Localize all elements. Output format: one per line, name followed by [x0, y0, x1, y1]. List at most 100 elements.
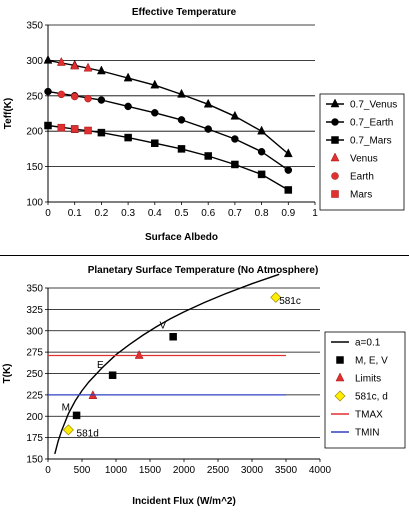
data-point-0-7-earth [257, 147, 266, 156]
legend-swatch-marker [331, 136, 339, 144]
data-point-0-7-mars [97, 128, 106, 137]
legend-label-581c-d: 581c, d [355, 392, 388, 403]
y-tick-label: 100 [26, 198, 43, 209]
data-point-0-7-venus [150, 79, 160, 89]
x-tick-label: 0.9 [281, 208, 295, 219]
data-point-0-7-venus [230, 110, 240, 120]
legend-label-m-e-v: M, E, V [355, 356, 388, 367]
data-point-581c-d [270, 291, 282, 303]
x-tick-label: 0.6 [201, 208, 215, 219]
x-tick-label: 4000 [309, 465, 332, 476]
x-tick-label: 2000 [173, 465, 196, 476]
legend-swatch-marker [334, 390, 346, 402]
y-tick-label: 250 [26, 91, 43, 102]
y-tick-label: 150 [26, 162, 43, 173]
data-point-0-7-mars [124, 133, 132, 142]
data-point-0-7-earth [284, 166, 293, 174]
x-tick-label: 1000 [105, 465, 128, 476]
y-tick-label: 175 [26, 433, 43, 444]
x-tick-label: 0.1 [68, 208, 82, 219]
legend-label-tmin: TMIN [355, 428, 379, 439]
annotation-v: V [160, 321, 167, 332]
data-point-0-7-earth [204, 125, 212, 133]
x-tick-label: 0 [45, 465, 51, 476]
y-tick-label: 300 [26, 326, 43, 337]
x-tick-label: 0.7 [228, 208, 242, 219]
x-tick-label: 0.8 [255, 208, 269, 219]
annotation-m: M [62, 403, 70, 414]
legend-label-venus: Venus [350, 154, 378, 165]
legend-label-0-7-mars: 0.7_Mars [350, 136, 392, 147]
y-axis-label: T(K) [2, 364, 13, 384]
series-0-7-mars [44, 121, 293, 194]
data-point-0-7-mars [284, 186, 293, 194]
legend-swatch-marker [335, 372, 345, 382]
effective-temperature-svg: Effective Temperature 100 150 200 250 300 350 0… [3, 7, 405, 243]
data-point-mars [84, 126, 92, 135]
series-581c-d [62, 291, 282, 436]
data-point-earth [84, 94, 92, 103]
y-tick-label: 250 [26, 369, 43, 380]
annotation-e: E [97, 360, 104, 371]
data-point-0-7-mars [204, 152, 212, 160]
annotation-581c: 581c [279, 296, 301, 307]
legend-label-mars: Mars [350, 190, 372, 201]
y-axis-label: Teff(K) [3, 98, 14, 129]
legend-swatch-marker [330, 152, 340, 162]
data-point-0-7-venus [203, 98, 213, 108]
data-point-0-7-venus [43, 54, 53, 64]
legend: a=0.1 M, E, V Limits 581c, d TMAX TMIN [324, 331, 406, 449]
y-tick-label: 275 [26, 348, 43, 359]
data-point-0-7-earth [231, 135, 239, 143]
legend-label-earth: Earth [350, 172, 374, 183]
y-tick-label: 350 [26, 21, 43, 32]
data-point-0-7-mars [257, 170, 266, 179]
x-axis-label: Surface Albedo [145, 232, 218, 243]
chart-title: Effective Temperature [132, 7, 237, 18]
data-point-venus [56, 56, 66, 66]
data-point-0-7-earth [97, 96, 106, 104]
legend-swatch-marker [331, 190, 339, 198]
data-point-m-e-v [108, 371, 117, 379]
y-tick-label: 200 [26, 412, 43, 423]
data-point-venus [83, 62, 93, 72]
effective-temperature-chart: Effective Temperature 100 150 200 250 300 350 0… [0, 0, 409, 256]
data-point-earth [70, 92, 79, 101]
legend-swatch-marker [330, 98, 340, 108]
series-earth [57, 90, 92, 103]
data-point-0-7-mars [177, 145, 186, 153]
data-point-0-7-mars [44, 121, 52, 130]
x-tick-label: 1500 [139, 465, 162, 476]
data-point-0-7-earth [124, 102, 132, 111]
chart-divider [0, 255, 409, 256]
legend-swatch-marker [331, 118, 339, 126]
data-point-mars [70, 125, 79, 133]
data-point-0-7-venus [96, 65, 106, 75]
y-tick-label: 150 [26, 455, 43, 466]
x-tick-label: 0.3 [121, 208, 135, 219]
legend-label-0-7-earth: 0.7_Earth [350, 118, 393, 129]
series-0-7-venus [43, 54, 293, 158]
x-tick-label: 0 [45, 208, 51, 219]
data-point-0-7-venus [257, 125, 267, 135]
data-point-mars [57, 123, 66, 132]
x-tick-label: 500 [74, 465, 91, 476]
y-tick-label: 300 [26, 56, 43, 67]
data-point-m-e-v [169, 332, 177, 341]
annotation-581d: 581d [77, 428, 99, 439]
data-point-0-7-earth [177, 116, 186, 124]
data-point-0-7-venus [123, 72, 133, 82]
data-point-581c-d [62, 424, 74, 436]
data-point-0-7-mars [231, 160, 239, 169]
surface-temperature-svg: Planetary Surface Temperature (No Atmosp… [2, 265, 406, 507]
series-m-e-v [72, 332, 177, 420]
x-tick-label: 3500 [275, 465, 298, 476]
series-line-a-0-1 [54, 273, 280, 455]
y-tick-label: 325 [26, 305, 43, 316]
data-point-limits [134, 349, 144, 359]
legend-swatch-marker [336, 356, 344, 364]
data-point-0-7-venus [177, 88, 186, 98]
surface-temperature-chart: Planetary Surface Temperature (No Atmosp… [0, 256, 409, 514]
x-axis-label: Incident Flux (W/m^2) [132, 496, 236, 507]
legend-label-a-0-1: a=0.1 [355, 338, 381, 349]
